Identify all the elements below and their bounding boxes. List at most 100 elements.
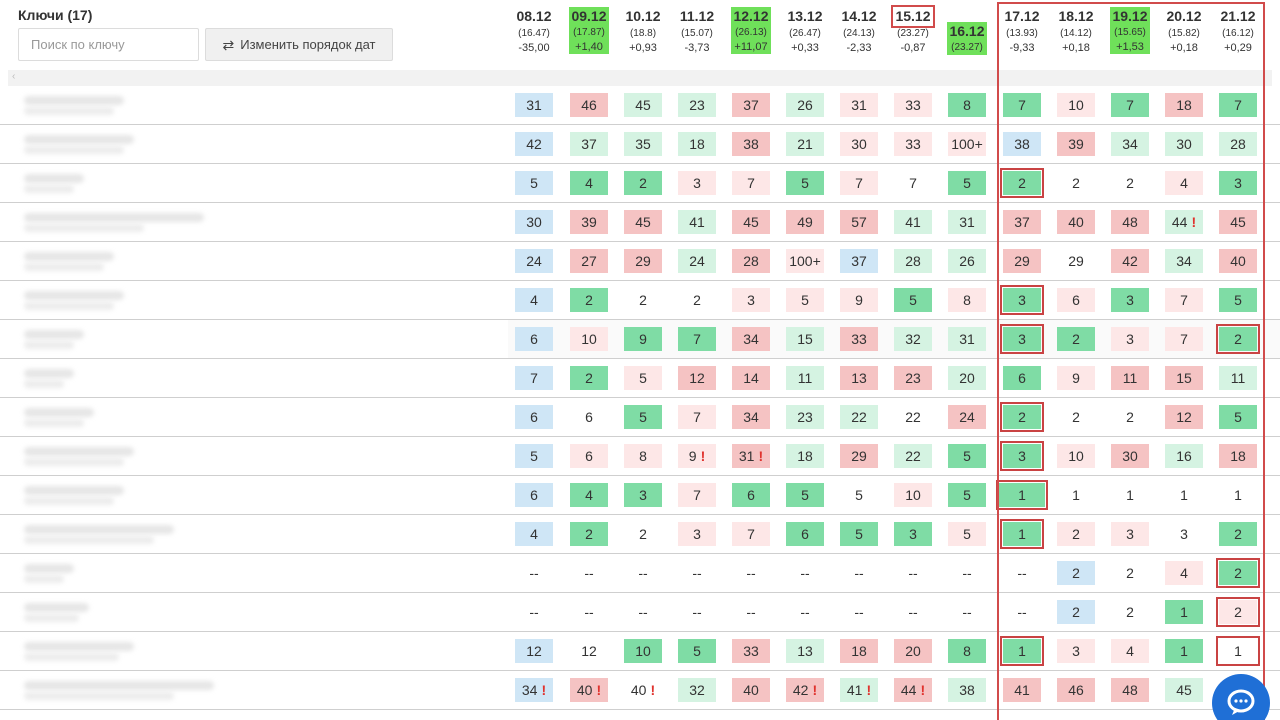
position-cell[interactable]: 6: [515, 483, 553, 507]
keyword-cell-blurred[interactable]: [14, 207, 224, 237]
position-cell[interactable]: 5: [515, 171, 553, 195]
position-cell[interactable]: 15: [1165, 366, 1203, 390]
position-cell[interactable]: 41: [1003, 678, 1041, 702]
chat-widget[interactable]: [1212, 674, 1270, 720]
position-cell[interactable]: 3: [894, 522, 932, 546]
date-column-header[interactable]: 11.12 (15.07) -3,73: [672, 7, 722, 63]
position-cell[interactable]: 18: [1219, 444, 1257, 468]
position-cell[interactable]: 3: [624, 483, 662, 507]
position-cell[interactable]: 2: [1219, 522, 1257, 546]
position-cell[interactable]: 44!: [1165, 210, 1203, 234]
position-cell[interactable]: 7: [840, 171, 878, 195]
position-cell[interactable]: 2: [624, 288, 662, 312]
position-cell[interactable]: 13: [840, 366, 878, 390]
position-cell[interactable]: 29: [624, 249, 662, 273]
position-cell[interactable]: 9: [1057, 366, 1095, 390]
position-cell[interactable]: 2: [1111, 561, 1149, 585]
position-cell[interactable]: 3: [1111, 288, 1149, 312]
position-cell[interactable]: 2: [1057, 405, 1095, 429]
position-cell[interactable]: 100+: [948, 132, 986, 156]
position-cell[interactable]: 1: [1216, 636, 1260, 666]
keyword-cell-blurred[interactable]: [14, 519, 224, 549]
position-cell[interactable]: 34: [732, 327, 770, 351]
position-cell[interactable]: 7: [1003, 93, 1041, 117]
position-cell[interactable]: 18: [1165, 93, 1203, 117]
position-cell[interactable]: 33: [894, 132, 932, 156]
position-cell[interactable]: 46: [570, 93, 608, 117]
position-cell[interactable]: 2: [1000, 168, 1044, 198]
position-cell[interactable]: 4: [515, 522, 553, 546]
position-cell[interactable]: --: [678, 600, 716, 624]
position-cell[interactable]: --: [894, 600, 932, 624]
position-cell[interactable]: 1: [1165, 600, 1203, 624]
position-cell[interactable]: 7: [1165, 327, 1203, 351]
position-cell[interactable]: 3: [678, 171, 716, 195]
date-column-header[interactable]: 19.12 (15.65) +1,53: [1105, 7, 1155, 63]
position-cell[interactable]: 45: [1219, 210, 1257, 234]
position-cell[interactable]: 7: [678, 405, 716, 429]
position-cell[interactable]: 21: [786, 132, 824, 156]
position-cell[interactable]: 37: [840, 249, 878, 273]
position-cell[interactable]: 7: [1165, 288, 1203, 312]
position-cell[interactable]: 11: [1219, 366, 1257, 390]
change-date-order-button[interactable]: ⇄ Изменить порядок дат: [205, 28, 393, 61]
position-cell[interactable]: 9!: [678, 444, 716, 468]
position-cell[interactable]: 28: [1219, 132, 1257, 156]
position-cell[interactable]: 4: [1165, 561, 1203, 585]
position-cell[interactable]: 10: [1057, 93, 1095, 117]
position-cell[interactable]: 3: [1057, 639, 1095, 663]
scroll-left-icon[interactable]: ‹: [12, 71, 16, 82]
position-cell[interactable]: 7: [1111, 93, 1149, 117]
position-cell[interactable]: 37: [570, 132, 608, 156]
position-cell[interactable]: 2: [1000, 402, 1044, 432]
position-cell[interactable]: 38: [948, 678, 986, 702]
position-cell[interactable]: 1: [1219, 483, 1257, 507]
position-cell[interactable]: 26: [786, 93, 824, 117]
keyword-cell-blurred[interactable]: [14, 597, 224, 627]
keyword-cell-blurred[interactable]: [14, 246, 224, 276]
date-column-header[interactable]: 10.12 (18.8) +0,93: [618, 7, 668, 63]
position-cell[interactable]: 24: [678, 249, 716, 273]
position-cell[interactable]: 18: [840, 639, 878, 663]
position-cell[interactable]: 29: [1003, 249, 1041, 273]
position-cell[interactable]: 45: [1165, 678, 1203, 702]
position-cell[interactable]: 3: [732, 288, 770, 312]
position-cell[interactable]: 2: [1111, 405, 1149, 429]
position-cell[interactable]: 39: [570, 210, 608, 234]
position-cell[interactable]: 1: [1057, 483, 1095, 507]
position-cell[interactable]: 34: [1111, 132, 1149, 156]
position-cell[interactable]: 40: [1057, 210, 1095, 234]
position-cell[interactable]: 12: [678, 366, 716, 390]
position-cell[interactable]: 15: [786, 327, 824, 351]
position-cell[interactable]: 6: [1003, 366, 1041, 390]
position-cell[interactable]: 6: [570, 405, 608, 429]
position-cell[interactable]: 5: [948, 171, 986, 195]
position-cell[interactable]: 41: [678, 210, 716, 234]
position-cell[interactable]: 30: [1111, 444, 1149, 468]
position-cell[interactable]: 4: [570, 483, 608, 507]
position-cell[interactable]: 2: [1216, 558, 1260, 588]
date-column-header[interactable]: 09.12 (17.87) +1,40: [564, 7, 614, 63]
position-cell[interactable]: 40!: [570, 678, 608, 702]
keyword-cell-blurred[interactable]: [14, 636, 224, 666]
position-cell[interactable]: 12: [515, 639, 553, 663]
position-cell[interactable]: 35: [624, 132, 662, 156]
keyword-cell-blurred[interactable]: [14, 90, 224, 120]
position-cell[interactable]: 7: [732, 522, 770, 546]
position-cell[interactable]: 13: [786, 639, 824, 663]
position-cell[interactable]: 31: [515, 93, 553, 117]
position-cell[interactable]: 16: [1165, 444, 1203, 468]
position-cell[interactable]: --: [624, 600, 662, 624]
position-cell[interactable]: 1: [1000, 636, 1044, 666]
position-cell[interactable]: 7: [678, 327, 716, 351]
position-cell[interactable]: --: [894, 561, 932, 585]
position-cell[interactable]: 2: [1216, 597, 1260, 627]
position-cell[interactable]: 7: [1219, 93, 1257, 117]
position-cell[interactable]: 6: [515, 327, 553, 351]
position-cell[interactable]: 1: [1111, 483, 1149, 507]
position-cell[interactable]: 6: [732, 483, 770, 507]
position-cell[interactable]: 5: [786, 171, 824, 195]
position-cell[interactable]: 2: [624, 522, 662, 546]
position-cell[interactable]: 5: [1219, 405, 1257, 429]
position-cell[interactable]: 7: [732, 171, 770, 195]
